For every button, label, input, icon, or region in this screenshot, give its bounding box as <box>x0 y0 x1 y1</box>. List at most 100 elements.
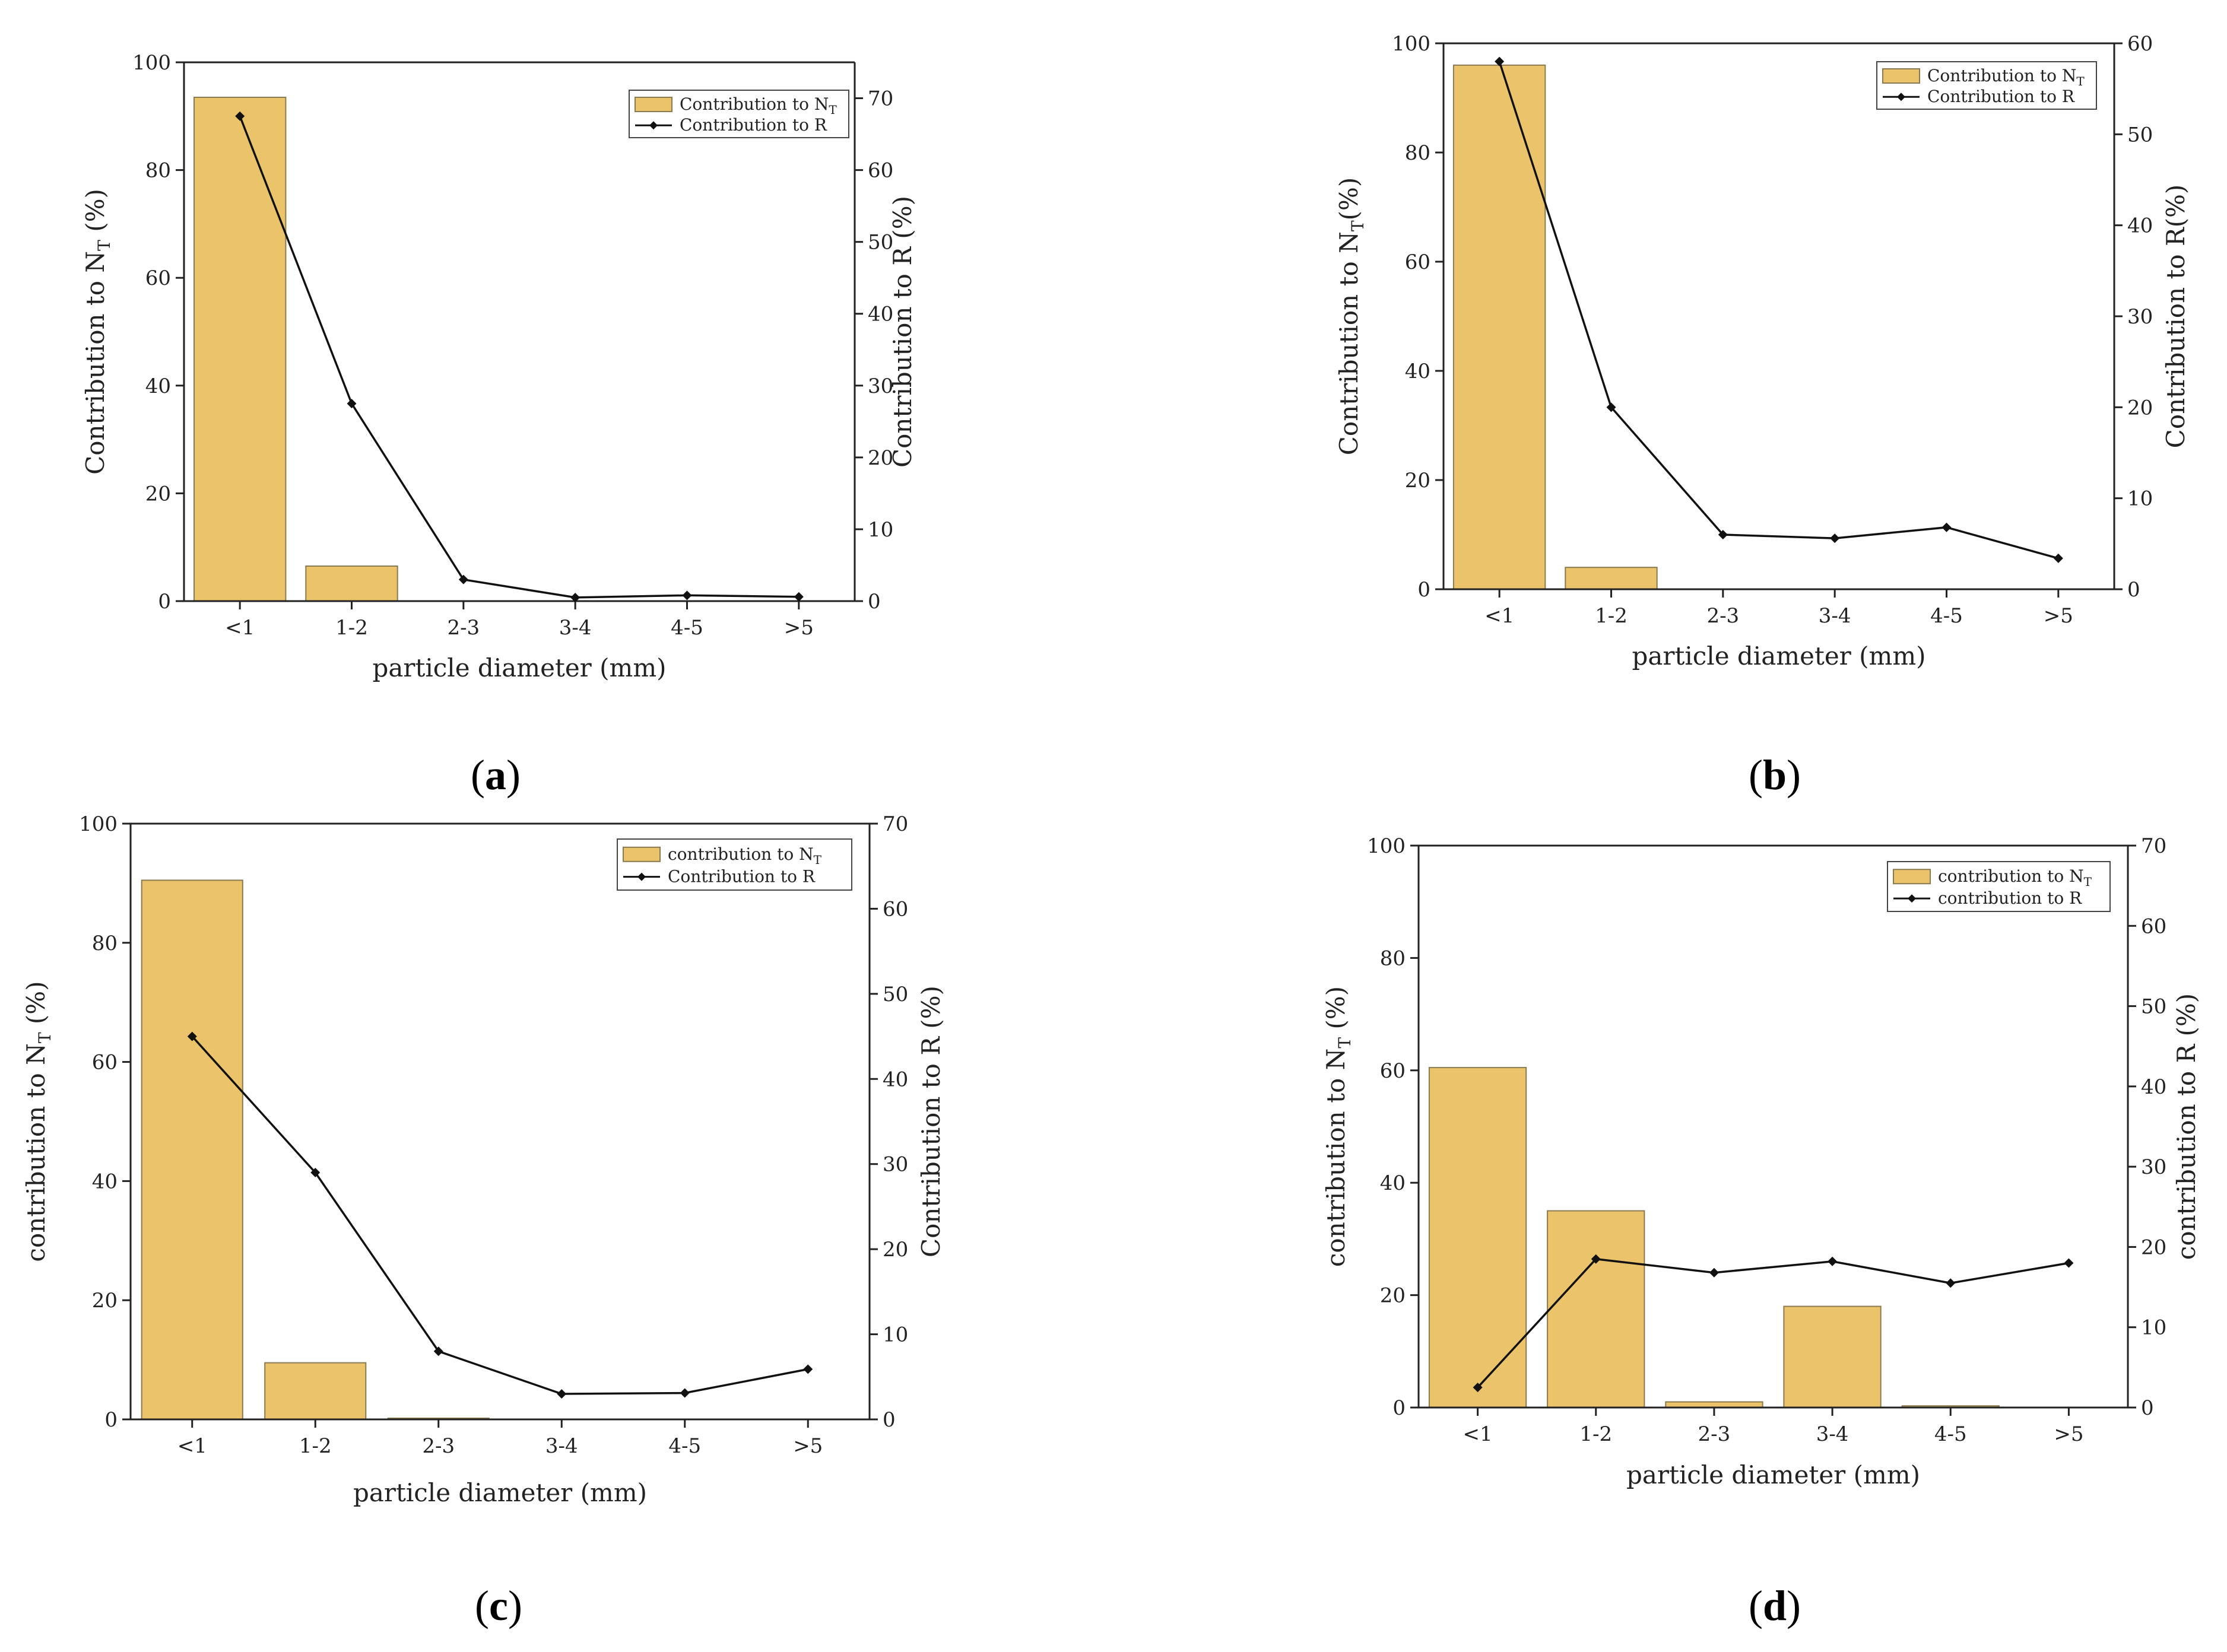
charts-container: 0 20 40 60 80 100 0 10 20 30 40 50 60 70 <1 1-2 2-3 3-4 4-… <box>21 32 2201 1629</box>
bar-d-3 <box>1783 1305 1882 1408</box>
right-tick-label: 0 <box>2127 578 2140 602</box>
panel-label-letter: c <box>489 1582 508 1629</box>
left-axis-title: contribution to NT (%) <box>1321 986 1354 1267</box>
x-tick-label: <1 <box>1463 1422 1493 1446</box>
right-tick-label: 40 <box>883 1068 908 1091</box>
bar-b-0 <box>1452 64 1546 590</box>
left-axis-title-main: Contribution to N <box>1334 231 1363 455</box>
right-tick-label: 60 <box>2141 914 2166 938</box>
left-tick-label: 20 <box>1405 469 1430 493</box>
line-point-c-3 <box>557 1389 567 1399</box>
right-tick-label: 30 <box>2141 1155 2166 1179</box>
x-tick-label: 2-3 <box>1698 1422 1731 1446</box>
legend-line-label: Contribution to R <box>680 115 827 135</box>
panel-label-open: ( <box>1749 751 1763 799</box>
x-tick-label: 2-3 <box>1706 604 1739 628</box>
x-tick-label: 4-5 <box>1934 1422 1967 1446</box>
line-point-d-4 <box>1946 1278 1956 1288</box>
x-tick-label: <1 <box>225 616 255 640</box>
right-axis-title: Contribution to R (%) <box>888 196 917 468</box>
left-axis-title-suffix: (%) <box>81 189 110 240</box>
line-point-a-4 <box>682 590 692 601</box>
chart-a: 0 20 40 60 80 100 0 10 20 30 40 50 60 70 <1 1-2 2-3 3-4 4-… <box>81 51 917 799</box>
bar-b-1 <box>1565 567 1658 590</box>
line-series-c <box>191 1035 808 1395</box>
x-tick-label: 1-2 <box>335 616 368 640</box>
panel-label-close: ) <box>1787 751 1801 799</box>
line-point-c-2 <box>433 1346 443 1356</box>
line-point-a-3 <box>570 592 580 602</box>
line-point-b-3 <box>1830 533 1840 544</box>
left-axis-title-sub: T <box>1335 1037 1354 1049</box>
line-series-a <box>239 116 799 599</box>
right-tick-label: 70 <box>868 87 893 111</box>
right-tick-label: 10 <box>2141 1316 2166 1340</box>
left-tick-label: 80 <box>92 932 118 955</box>
x-axis-title: particle diameter (mm) <box>372 653 666 682</box>
right-tick-label: 0 <box>868 590 881 614</box>
legend-bar-label: contribution to NT <box>1938 866 2092 889</box>
left-axis-title-suffix: (%) <box>1321 986 1350 1037</box>
line-point-a-5 <box>794 592 804 602</box>
x-tick-label: >5 <box>793 1434 823 1458</box>
left-tick-label: 100 <box>132 51 171 75</box>
right-tick-label: 10 <box>883 1323 908 1347</box>
bar-d-1 <box>1547 1210 1645 1408</box>
right-tick-label: 60 <box>883 897 908 921</box>
x-tick-label: 3-4 <box>1819 604 1851 628</box>
x-tick-label: 3-4 <box>545 1434 578 1458</box>
left-tick-label: 20 <box>92 1289 118 1313</box>
x-tick-label: <1 <box>1484 604 1514 628</box>
right-tick-label: 70 <box>883 812 908 836</box>
x-tick-label: 3-4 <box>1816 1422 1849 1446</box>
chart-d: 0 20 40 60 80 100 0 10 20 30 40 50 60 70 <1 1-2 2-3 3-4 4-… <box>1321 834 2201 1629</box>
legend-line-label: Contribution to R <box>1927 87 2075 106</box>
x-axis-title: particle diameter (mm) <box>1632 641 1925 671</box>
x-tick-label: 4-5 <box>668 1434 701 1458</box>
line-point-b-5 <box>2053 553 2063 563</box>
legend-bar-label: Contribution to NT <box>1927 66 2085 88</box>
right-tick-label: 50 <box>2127 123 2153 147</box>
x-tick-label: >5 <box>2044 604 2073 628</box>
x-tick-label: 1-2 <box>299 1434 332 1458</box>
legend-bar-label-main: Contribution to N <box>1927 66 2076 85</box>
legend-bar-label-sub: T <box>814 853 822 867</box>
right-tick-label: 60 <box>2127 32 2153 56</box>
left-tick-label: 40 <box>1405 360 1430 383</box>
x-tick-label: 2-3 <box>447 616 480 640</box>
bar-c-0 <box>141 879 243 1420</box>
x-tick-label: 2-3 <box>422 1434 455 1458</box>
left-axis-title-sub: T <box>1348 220 1368 231</box>
right-tick-label: 20 <box>2141 1235 2166 1259</box>
x-axis-title: particle diameter (mm) <box>353 1478 647 1507</box>
legend-line-label: contribution to R <box>1938 888 2082 908</box>
right-tick-label: 60 <box>868 159 893 183</box>
panel-label-d: (d) <box>1749 1582 1801 1629</box>
left-axis-title: contribution to NT (%) <box>21 981 55 1262</box>
left-tick-label: 100 <box>79 812 118 836</box>
legend-bar-swatch <box>1893 869 1931 885</box>
left-tick-label: 20 <box>145 482 171 506</box>
left-axis-title-main: Contribution to N <box>81 251 110 475</box>
line-point-d-0 <box>1473 1383 1483 1393</box>
legend-bar-label-sub: T <box>2076 74 2085 88</box>
left-axis-title: Contribution to NT(%) <box>1334 177 1368 455</box>
right-tick-label: 10 <box>2127 487 2153 511</box>
line-point-b-2 <box>1718 530 1728 539</box>
x-tick-label: 4-5 <box>1930 604 1963 628</box>
left-tick-label: 80 <box>145 159 171 183</box>
bar-a-1 <box>305 566 398 602</box>
line-point-d-2 <box>1709 1267 1719 1278</box>
line-point-a-1 <box>347 399 357 409</box>
right-tick-label: 20 <box>868 446 893 470</box>
line-point-d-3 <box>1828 1256 1838 1266</box>
line-point-d-1 <box>1591 1254 1601 1264</box>
left-tick-label: 60 <box>92 1051 118 1075</box>
left-axis-title-sub: T <box>35 1032 55 1043</box>
panel-label-close: ) <box>508 1582 522 1629</box>
panel-label-c: (c) <box>475 1582 522 1629</box>
left-tick-label: 20 <box>1380 1284 1406 1308</box>
line-point-c-4 <box>680 1388 690 1398</box>
